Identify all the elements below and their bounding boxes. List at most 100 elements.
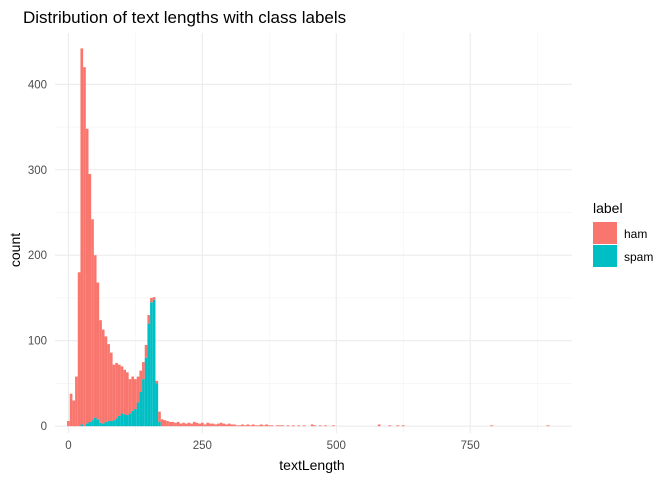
bar-spam <box>134 409 137 427</box>
bar-spam <box>142 379 145 427</box>
bar-spam <box>88 421 92 427</box>
bar-ham <box>222 423 226 427</box>
legend-title: label <box>593 200 623 216</box>
bar-ham <box>278 425 282 427</box>
bar-ham <box>241 424 244 427</box>
bar-ham <box>259 424 263 427</box>
bar-spam <box>123 414 126 427</box>
bar-ham <box>190 423 193 427</box>
bar-spam <box>101 423 105 427</box>
bar-ham <box>251 424 255 427</box>
x-axis-ticks: 0 250 500 750 <box>65 440 480 452</box>
legend-label-spam: spam <box>624 250 653 264</box>
bar-ham <box>112 364 116 421</box>
x-tick-label: 750 <box>461 440 480 452</box>
bar-ham <box>93 255 97 418</box>
bar-ham <box>168 421 172 427</box>
legend-swatch-ham <box>593 222 617 244</box>
bar-ham <box>144 344 148 358</box>
bar-ham <box>313 425 317 427</box>
bar-spam <box>144 357 148 427</box>
bar-ham <box>246 424 250 427</box>
bar-ham <box>150 297 153 303</box>
bar-ham <box>195 422 199 427</box>
bar-ham <box>75 376 78 427</box>
bar-ham <box>324 425 327 427</box>
bar-spam <box>107 421 110 427</box>
bar-ham <box>198 423 201 427</box>
y-tick-label: 300 <box>28 165 47 177</box>
y-tick-label: 400 <box>28 79 47 91</box>
bar-ham <box>318 425 322 427</box>
y-axis-ticks: 0 100 200 300 400 <box>28 79 47 433</box>
bar-ham <box>67 421 70 427</box>
bar-ham <box>163 420 167 427</box>
bar-ham <box>265 424 268 427</box>
bar-ham <box>396 425 400 427</box>
bar-ham <box>281 425 285 427</box>
bar-spam <box>155 383 159 427</box>
bar-spam <box>131 410 135 427</box>
bar-ham <box>490 425 493 427</box>
bar-ham <box>214 424 218 427</box>
bar-ham <box>96 282 100 420</box>
bar-spam <box>152 299 156 427</box>
bar-spam <box>115 418 118 427</box>
bar-spam <box>158 421 161 427</box>
bar-ham <box>206 422 210 427</box>
bar-ham <box>270 425 274 427</box>
bar-ham <box>115 362 118 419</box>
bar-ham <box>267 425 271 427</box>
bar-ham <box>227 423 231 427</box>
bar-ham <box>160 419 164 427</box>
legend: label ham spam <box>593 200 653 267</box>
bar-spam <box>93 417 97 427</box>
legend-label-ham: ham <box>624 227 647 241</box>
bar-ham <box>235 425 239 427</box>
legend-swatch-spam <box>593 245 617 267</box>
x-tick-label: 500 <box>327 440 346 452</box>
bar-ham <box>77 272 81 427</box>
bar-ham <box>230 424 234 427</box>
bar-ham <box>155 380 159 384</box>
bar-ham <box>179 423 183 427</box>
histogram-bars <box>67 48 550 427</box>
bar-ham <box>123 369 126 415</box>
bar-ham <box>88 174 92 422</box>
bar-spam <box>139 391 143 427</box>
bar-ham <box>147 315 151 324</box>
bar-ham <box>388 425 392 427</box>
bar-ham <box>182 422 185 427</box>
bar-ham <box>257 425 260 427</box>
bar-ham <box>225 424 228 427</box>
bar-ham <box>176 421 180 427</box>
bar-ham <box>211 423 215 427</box>
bar-ham <box>297 425 301 427</box>
x-tick-label: 0 <box>65 440 71 452</box>
y-tick-label: 200 <box>28 250 47 262</box>
bar-ham <box>302 425 306 427</box>
bar-ham <box>184 423 188 427</box>
bar-ham <box>104 336 108 422</box>
bar-ham <box>262 425 266 427</box>
bar-ham <box>286 425 290 427</box>
bar-ham <box>217 423 220 427</box>
bar-ham <box>292 425 295 427</box>
bar-spam <box>80 424 84 427</box>
bar-spam <box>99 422 102 427</box>
bar-ham <box>238 425 242 427</box>
bar-spam <box>125 415 129 427</box>
bar-ham <box>109 352 113 422</box>
bar-spam <box>112 420 116 427</box>
bar-spam <box>128 413 132 427</box>
bar-ham <box>107 344 110 422</box>
y-axis-title: count <box>7 233 23 267</box>
bar-ham <box>142 362 145 380</box>
bar-ham <box>187 422 191 427</box>
bar-ham <box>72 400 76 427</box>
bar-spam <box>96 419 100 427</box>
bar-ham <box>209 423 212 427</box>
bar-ham <box>117 364 121 416</box>
bar-spam <box>147 323 151 427</box>
bar-spam <box>109 421 113 427</box>
